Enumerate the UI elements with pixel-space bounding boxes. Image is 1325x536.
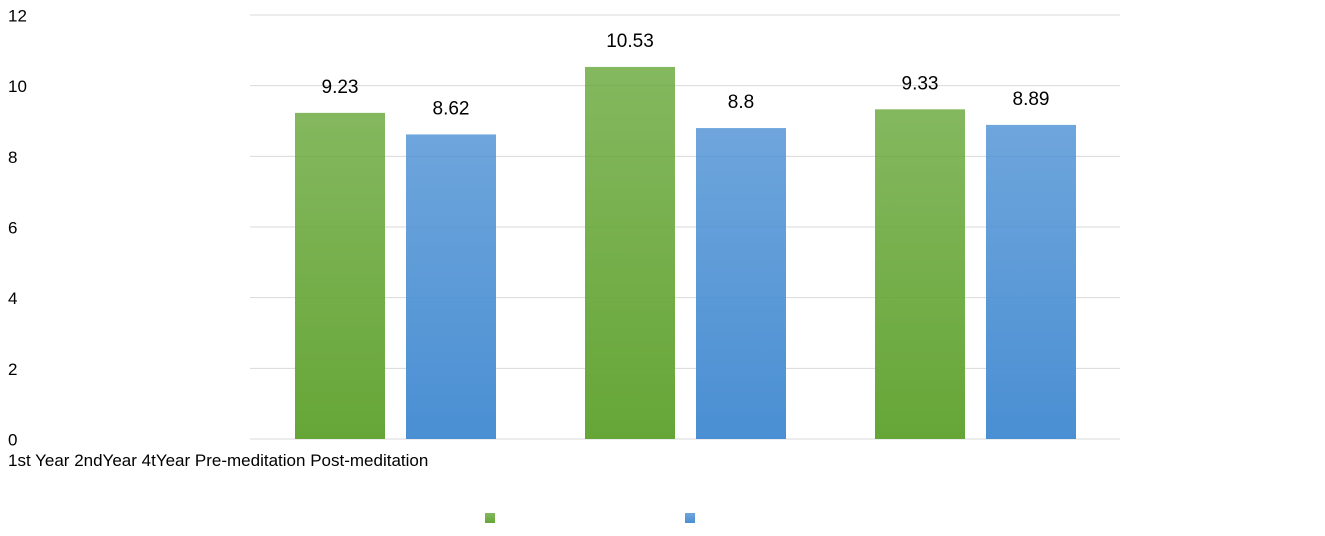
value-label: 8.8 (728, 92, 754, 113)
bar (875, 109, 965, 439)
y-tick-label: 12 (8, 6, 27, 25)
value-label: 8.62 (433, 98, 470, 119)
bar (406, 134, 496, 439)
x-tick-label: 1st Year (8, 451, 70, 470)
y-tick-label: 10 (8, 77, 27, 96)
x-axis-and-legend-text: 1st Year 2ndYear 4tYear Pre-meditation P… (8, 432, 1310, 490)
legend-swatch (685, 513, 695, 523)
y-tick-label: 8 (8, 148, 17, 167)
bar (585, 66, 675, 439)
legend-swatch (485, 513, 495, 523)
value-label: 10.53 (606, 31, 654, 52)
bar (696, 128, 786, 440)
x-tick-label: 2ndYear (74, 451, 137, 470)
y-tick-label: 2 (8, 360, 17, 379)
bar (986, 124, 1076, 440)
value-label: 8.89 (1013, 89, 1050, 110)
legend-label: Pre-meditation (194, 451, 306, 470)
y-tick-label: 4 (8, 289, 17, 308)
legend-label: Post-meditation (310, 451, 429, 470)
bar (295, 112, 385, 439)
value-label: 9.33 (902, 73, 939, 94)
y-tick-label: 0 (8, 430, 17, 449)
x-tick-label: 4tYear (141, 451, 191, 470)
value-label: 9.23 (322, 77, 359, 98)
y-tick-label: 6 (8, 218, 17, 237)
